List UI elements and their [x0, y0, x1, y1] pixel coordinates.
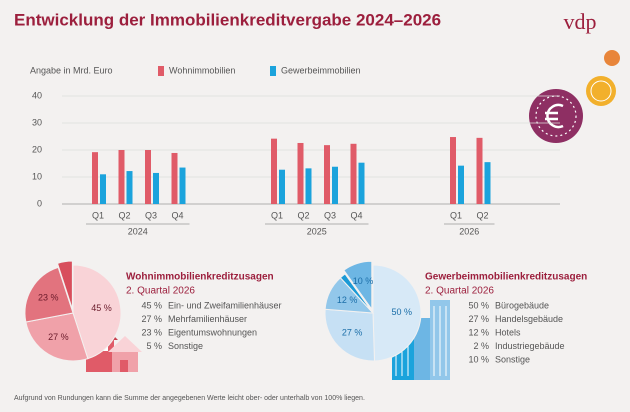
bar: [118, 150, 125, 204]
slice-label: 45 %: [91, 303, 112, 313]
bar: [450, 137, 456, 204]
legend-label: Wohnimmobilien: [169, 65, 235, 75]
legend-label: Handelsgebäude: [495, 314, 563, 324]
bar: [476, 137, 483, 204]
bar: [305, 168, 312, 204]
euro-icon: [545, 103, 564, 129]
legend-value: 12 %: [468, 327, 489, 337]
coins: [529, 50, 620, 143]
x-tick-label: Q4: [350, 210, 362, 220]
x-tick-label: Q2: [476, 210, 488, 220]
y-tick-label: 30: [32, 117, 42, 127]
pie-slice: [25, 312, 89, 362]
x-tick-label: Q1: [92, 210, 104, 220]
legend-value: 23 %: [141, 327, 162, 337]
pie-title: Wohnimmobilienkreditzusagen: [126, 272, 274, 283]
legend-label: Eigentumswohnungen: [168, 327, 257, 337]
coin: [586, 76, 616, 106]
legend-value: 5 %: [146, 341, 162, 351]
legend-value: 27 %: [141, 314, 162, 324]
pie-slice: [56, 260, 73, 310]
bar: [324, 145, 330, 204]
bar: [350, 143, 357, 204]
slice-label: 12 %: [337, 295, 358, 305]
legend-swatch: [158, 66, 164, 76]
bar: [145, 150, 151, 204]
legend-value: 50 %: [468, 300, 489, 310]
pie-subtitle: 2. Quartal 2026: [126, 286, 195, 297]
bar: [332, 166, 338, 204]
y-tick-label: 40: [32, 90, 42, 100]
x-tick-label: Q1: [271, 210, 283, 220]
coin: [604, 50, 620, 66]
coin: [529, 89, 583, 143]
coin-ring: [535, 95, 577, 137]
pie-slice: [343, 260, 373, 311]
slice-label: 50 %: [392, 307, 413, 317]
footnote: Aufgrund von Rundungen kann die Summe de…: [14, 395, 365, 402]
pie-slice: [24, 266, 74, 323]
legend-value: 45 %: [141, 300, 162, 310]
slice-label: 10 %: [353, 276, 374, 286]
axis-label: Angabe in Mrd. Euro: [30, 65, 113, 75]
group-label: 2025: [307, 226, 327, 236]
bar: [92, 152, 98, 204]
pie-title: Gewerbeimmobilienkreditzusagen: [425, 272, 587, 283]
bar: [484, 162, 491, 204]
pie-slice: [72, 264, 122, 360]
bar: [358, 162, 365, 204]
legend-label: Ein- und Zweifamilienhäuser: [168, 300, 282, 310]
pie-slice: [339, 273, 374, 314]
x-tick-label: Q2: [118, 210, 130, 220]
logo: vdp: [564, 9, 597, 34]
slice-label: 23 %: [38, 293, 59, 303]
legend-label: Gewerbeimmobilien: [281, 65, 361, 75]
bar: [179, 167, 186, 204]
x-tick-label: Q2: [297, 210, 309, 220]
bar: [171, 152, 178, 204]
legend-label: Mehrfamilienhäuser: [168, 314, 247, 324]
title: Entwicklung der Immobilienkreditvergabe …: [14, 10, 441, 29]
slice-label: 27 %: [48, 332, 69, 342]
legend-label: Industriegebäude: [495, 341, 565, 351]
slice-label: 27 %: [342, 327, 363, 337]
y-tick-label: 20: [32, 144, 42, 154]
legend-label: Hotels: [495, 327, 521, 337]
pie-subtitle: 2. Quartal 2026: [425, 286, 494, 297]
group-label: 2026: [459, 226, 479, 236]
bar: [271, 138, 277, 204]
y-tick-label: 10: [32, 171, 42, 181]
pie-slice: [324, 308, 376, 362]
legend-swatch: [270, 66, 276, 76]
x-tick-label: Q4: [171, 210, 183, 220]
x-tick-label: Q3: [324, 210, 336, 220]
bar: [458, 165, 464, 204]
bar: [279, 169, 285, 204]
bar: [153, 172, 159, 204]
legend-label: Sonstige: [168, 341, 203, 351]
legend-value: 2 %: [473, 341, 489, 351]
legend-value: 10 %: [468, 354, 489, 364]
legend-value: 27 %: [468, 314, 489, 324]
group-label: 2024: [128, 226, 148, 236]
bar: [297, 142, 304, 204]
coin-ring: [590, 80, 612, 102]
pie-slice: [372, 264, 422, 362]
bar: [126, 171, 133, 204]
x-tick-label: Q1: [450, 210, 462, 220]
x-tick-label: Q3: [145, 210, 157, 220]
bar: [100, 174, 106, 204]
legend-label: Sonstige: [495, 354, 530, 364]
y-tick-label: 0: [37, 198, 42, 208]
legend-label: Bürogebäude: [495, 300, 549, 310]
